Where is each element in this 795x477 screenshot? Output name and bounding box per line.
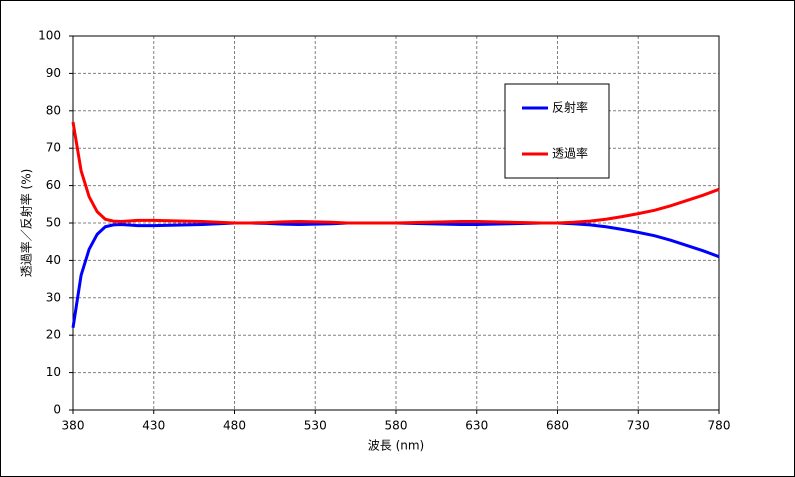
y-tick-label: 50 [46, 216, 61, 230]
y-axis-label: 透過率／反射率 (%) [19, 169, 34, 278]
plot-border [72, 35, 720, 411]
y-tick-label: 80 [46, 103, 61, 117]
x-axis-label: 波長 (nm) [368, 439, 424, 453]
legend-box [504, 83, 610, 179]
y-tick-label: 90 [46, 66, 61, 80]
x-tick-label: 480 [223, 419, 246, 433]
x-tick-label: 780 [708, 419, 731, 433]
line-series [71, 121, 720, 225]
y-tick-label: 40 [46, 253, 61, 267]
x-tick-label: 680 [546, 419, 569, 433]
y-tick-label: 30 [46, 290, 61, 304]
y-tick-label: 10 [46, 365, 61, 379]
y-tick-label: 0 [53, 403, 61, 417]
x-tick-label: 730 [627, 419, 650, 433]
legend-label: 透過率 [552, 146, 588, 161]
x-tick-label: 580 [385, 419, 408, 433]
y-tick-label: 60 [46, 178, 61, 192]
x-tick-label: 630 [465, 419, 488, 433]
y-tick-label: 70 [46, 141, 61, 155]
y-tick-label: 100 [38, 29, 61, 43]
x-tick-label: 530 [304, 419, 327, 433]
x-tick-label: 380 [62, 419, 85, 433]
x-tick-label: 430 [142, 419, 165, 433]
legend-label: 反射率 [552, 100, 588, 115]
y-tick-label: 20 [46, 328, 61, 342]
